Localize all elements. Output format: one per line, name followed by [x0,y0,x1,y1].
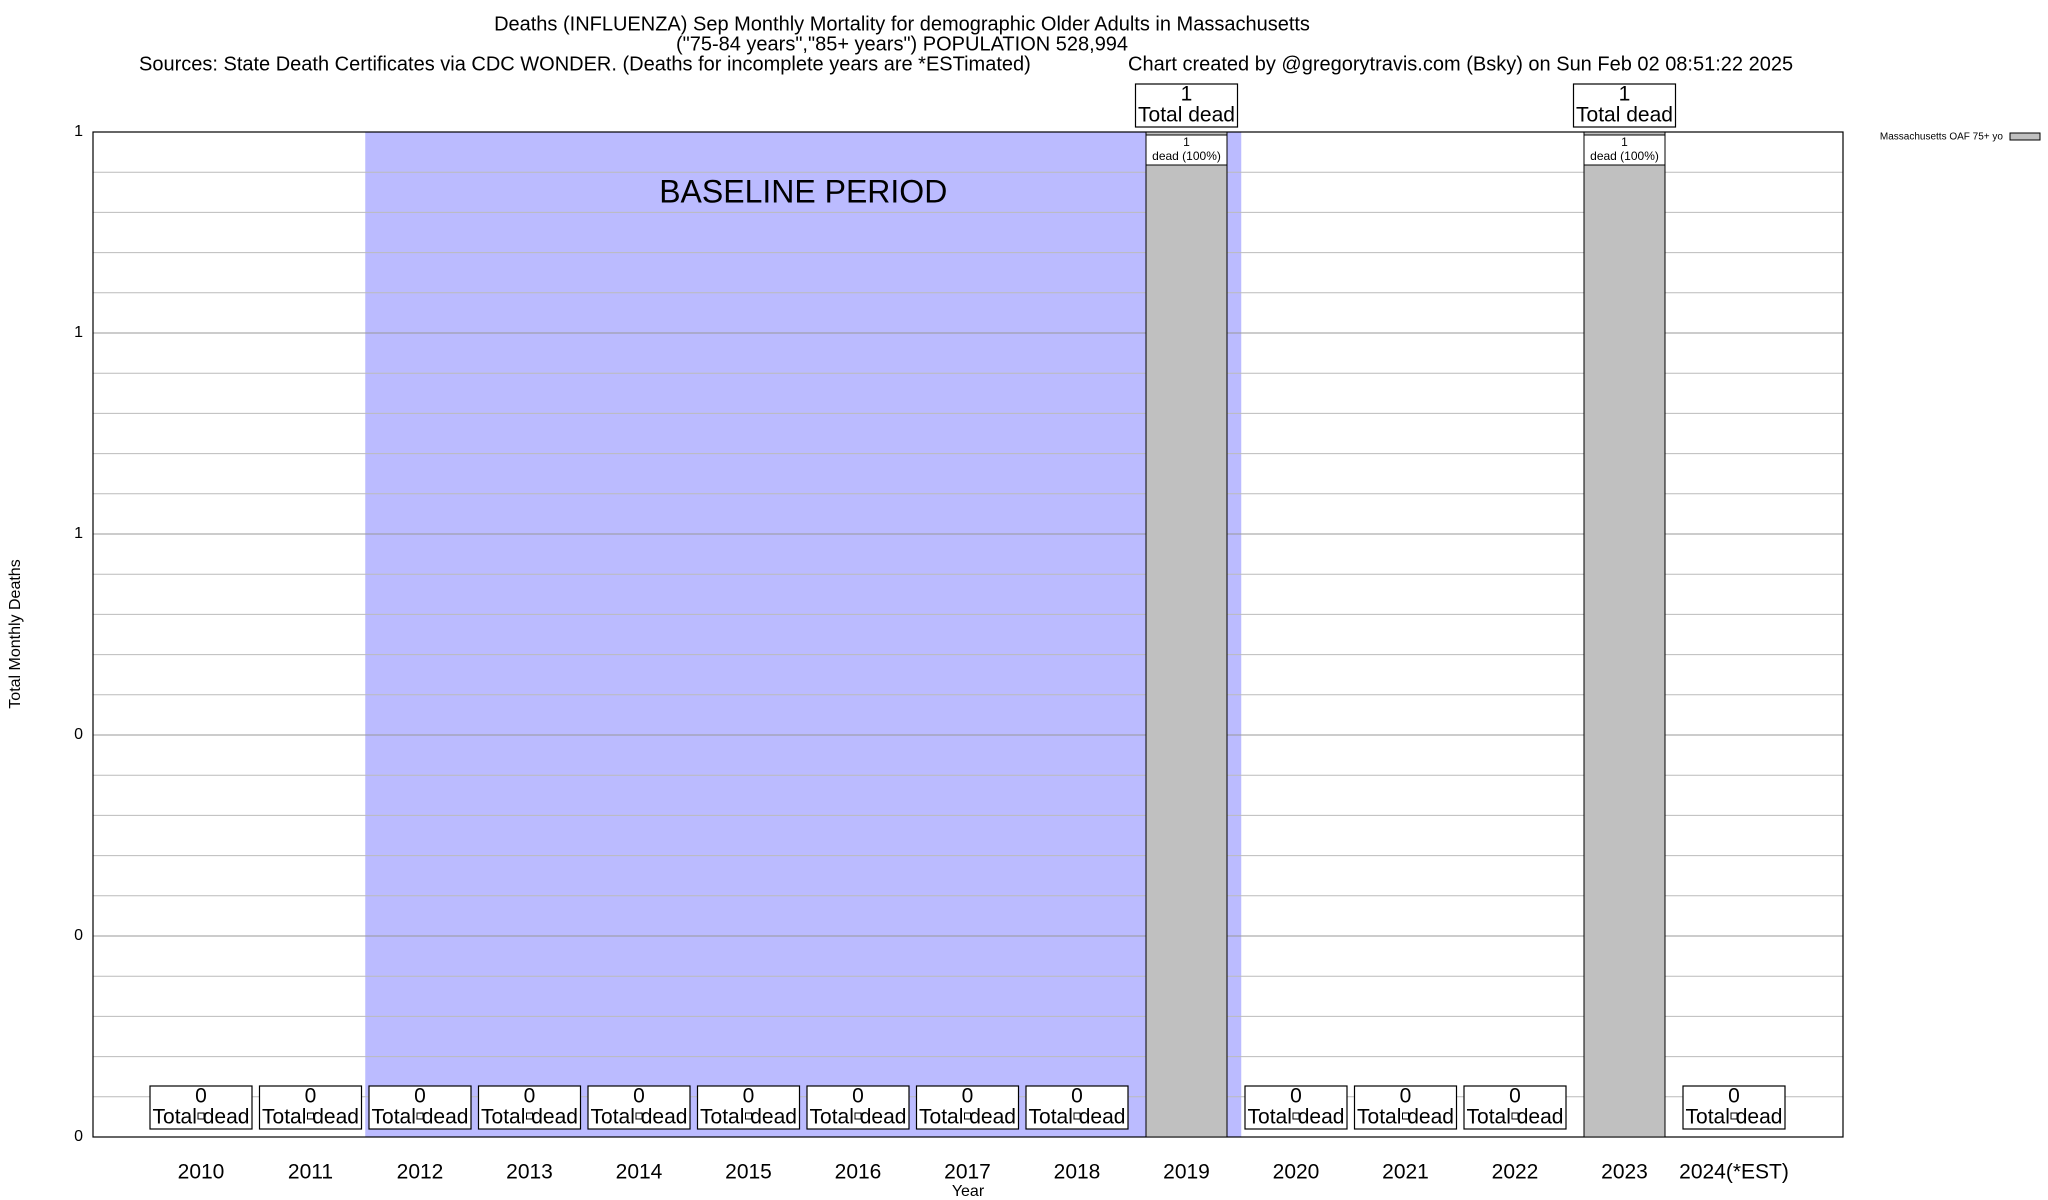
x-tick-label: 2019 [1163,1161,1210,1184]
x-tick-label: 2010 [178,1161,225,1184]
source-note: Sources: State Death Certificates via CD… [139,53,1031,75]
value-label: 0 [1400,1085,1412,1108]
value-label-box [1244,1085,1348,1130]
legend-swatch [2009,132,2041,141]
value-label: 0 [305,1085,317,1108]
share-value: 1 [1621,135,1628,149]
zero-point [1730,1112,1738,1120]
legend-label: Massachusetts OAF 75+ yo [1880,132,2004,143]
value-label: 0 [1290,1085,1302,1108]
y-tick-label: 0 [74,927,83,944]
x-tick-label: 2020 [1273,1161,1320,1184]
value-label-box [1025,1085,1129,1130]
share-label-box [1583,134,1666,166]
chart-title: Deaths (INFLUENZA) Sep Monthly Mortality… [494,13,1310,35]
zero-point [1292,1112,1300,1120]
total-label: Total dead [1138,104,1235,127]
zero-point [635,1112,643,1120]
value-label: 0 [852,1085,864,1108]
credit-note: Chart created by @gregorytravis.com (Bsk… [1128,53,1793,75]
share-label-box [1145,134,1228,166]
x-tick-label: 2014 [616,1161,663,1184]
x-tick-label: 2017 [944,1161,991,1184]
zero-point [1073,1112,1081,1120]
baseline-label: BASELINE PERIOD [659,173,947,209]
value-label: 0 [743,1085,755,1108]
zero-point [745,1112,752,1120]
plot-frame [92,131,1844,1138]
value-label-box [915,1085,1020,1130]
x-tick-label: 2018 [1054,1161,1101,1184]
zero-point [854,1112,862,1120]
value-label-box [1353,1085,1458,1130]
x-tick-label: 2023 [1601,1161,1648,1184]
x-tick-label: 2024(*EST) [1679,1161,1789,1184]
y-axis-label: Total Monthly Deaths [7,559,24,708]
value-label-box [149,1085,253,1130]
y-tick-label: 1 [74,525,83,542]
x-tick-label: 2015 [725,1161,772,1184]
value-label-box [1572,83,1677,128]
x-tick-label: 2021 [1382,1161,1429,1184]
value-label-box [1134,83,1239,128]
x-tick-label: 2012 [397,1161,444,1184]
zero-point [964,1112,971,1120]
value-label: 0 [1728,1085,1740,1108]
total-label: Total dead [1576,104,1673,127]
chart-subtitle: ("75-84 years","85+ years") POPULATION 5… [676,33,1128,55]
value-label: 0 [414,1085,426,1108]
share-value: 1 [1183,135,1190,149]
value-label: 1 [1181,83,1193,106]
value-label-box [1463,1085,1567,1130]
value-label-box [806,1085,910,1130]
value-label: 0 [962,1085,974,1108]
value-label-box [368,1085,472,1130]
bar [1583,131,1666,1138]
value-label-box [696,1085,801,1130]
share-label: dead (100%) [1152,149,1221,163]
value-label: 0 [1071,1085,1083,1108]
value-label-box [477,1085,582,1130]
value-label-box [587,1085,691,1130]
zero-point [197,1112,205,1120]
y-tick-label: 0 [74,1128,83,1145]
value-label: 1 [1619,83,1631,106]
zero-point [1511,1112,1519,1120]
y-tick-label: 1 [74,123,83,140]
x-tick-label: 2016 [835,1161,882,1184]
x-axis-label: Year [952,1183,985,1200]
x-tick-label: 2022 [1492,1161,1539,1184]
x-tick-label: 2013 [506,1161,553,1184]
zero-point [307,1112,314,1120]
baseline-band [365,132,1242,1137]
value-label: 0 [1509,1085,1521,1108]
value-label: 0 [195,1085,207,1108]
zero-point [526,1112,533,1120]
value-label: 0 [524,1085,536,1108]
bar [1145,131,1228,1138]
value-label: 0 [633,1085,645,1108]
y-tick-label: 1 [74,324,83,341]
y-tick-label: 0 [74,726,83,743]
value-label-box [1682,1085,1786,1130]
zero-point [416,1112,424,1120]
zero-point [1402,1112,1409,1120]
value-label-box [258,1085,363,1130]
x-tick-label: 2011 [288,1161,333,1184]
share-label: dead (100%) [1590,149,1659,163]
